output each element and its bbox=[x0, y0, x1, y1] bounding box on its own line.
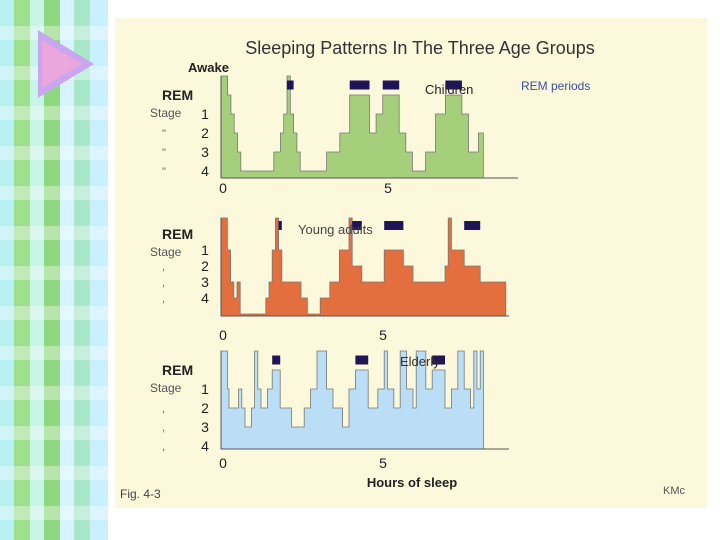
rem-periods-legend: REM periods bbox=[521, 79, 590, 93]
young-adults-area bbox=[220, 217, 507, 317]
young-adults-rem-label: REM bbox=[162, 226, 193, 242]
triangle-highlight-icon bbox=[42, 40, 82, 88]
awake-label: Awake bbox=[188, 60, 229, 75]
young-adults-stage-mark-0: , bbox=[162, 261, 165, 273]
children-series-label: Children bbox=[425, 82, 473, 97]
elderly-rem-bar-1 bbox=[355, 355, 369, 365]
elderly-area bbox=[220, 350, 484, 450]
young-adults-stage-label: Stage bbox=[150, 245, 182, 259]
elderly-series-label: Elderly bbox=[400, 354, 440, 369]
young-adults-x-tick-0: 0 bbox=[219, 327, 227, 343]
children-rem-bar-1 bbox=[349, 80, 370, 90]
young-adults-stage-mark-1: , bbox=[162, 277, 165, 289]
children-rem-bar-3 bbox=[445, 80, 462, 90]
children-stage-tick-2: 2 bbox=[201, 125, 209, 141]
children-rem-bar-2 bbox=[382, 80, 400, 90]
elderly-rem-label: REM bbox=[162, 362, 193, 378]
children-area bbox=[220, 75, 484, 179]
figure-label: Fig. 4-3 bbox=[120, 487, 161, 501]
young-adults-stage-tick-3: 3 bbox=[201, 274, 209, 290]
elderly-rem-bar-0 bbox=[272, 355, 281, 365]
young-adults-stage-tick-1: 1 bbox=[201, 242, 209, 258]
young-adults-series-label: Young adults bbox=[298, 222, 373, 237]
elderly-stage-mark-1: , bbox=[162, 422, 165, 434]
elderly-stage-tick-3: 3 bbox=[201, 419, 209, 435]
young-adults-rem-bar-3 bbox=[464, 221, 481, 230]
children-stage-tick-4: 4 bbox=[201, 163, 209, 179]
children-stage-tick-1: 1 bbox=[201, 106, 209, 122]
children-stage-label: Stage bbox=[150, 106, 182, 120]
elderly-x-tick-5: 5 bbox=[379, 455, 387, 471]
elderly-stage-tick-2: 2 bbox=[201, 400, 209, 416]
elderly-stage-mark-0: , bbox=[162, 403, 165, 415]
elderly-stage-tick-1: 1 bbox=[201, 381, 209, 397]
elderly-stage-mark-2: , bbox=[162, 441, 165, 453]
young-adults-stage-tick-4: 4 bbox=[201, 290, 209, 306]
children-stage-tick-3: 3 bbox=[201, 144, 209, 160]
children-x-tick-5: 5 bbox=[384, 180, 392, 196]
elderly-stage-tick-4: 4 bbox=[201, 438, 209, 454]
children-stage-mark-0: " bbox=[162, 128, 166, 140]
children-stage-mark-1: " bbox=[162, 147, 166, 159]
children-x-tick-0: 0 bbox=[219, 180, 227, 196]
credit-label: KMc bbox=[663, 485, 686, 497]
young-adults-rem-bar-1 bbox=[352, 221, 362, 230]
children-rem-label: REM bbox=[162, 87, 193, 103]
x-axis-label: Hours of sleep bbox=[367, 475, 457, 490]
young-adults-rem-bar-2 bbox=[384, 221, 404, 230]
elderly-x-tick-0: 0 bbox=[219, 455, 227, 471]
children-stage-mark-2: " bbox=[162, 166, 166, 178]
children-rem-bar-0 bbox=[287, 80, 294, 90]
young-adults-stage-tick-2: 2 bbox=[201, 258, 209, 274]
elderly-rem-bar-2 bbox=[432, 355, 445, 365]
elderly-stage-label: Stage bbox=[150, 381, 182, 395]
young-adults-rem-bar-0 bbox=[278, 221, 282, 230]
young-adults-stage-mark-2: , bbox=[162, 293, 165, 305]
young-adults-x-tick-5: 5 bbox=[379, 327, 387, 343]
chart-title: Sleeping Patterns In The Three Age Group… bbox=[245, 38, 595, 58]
